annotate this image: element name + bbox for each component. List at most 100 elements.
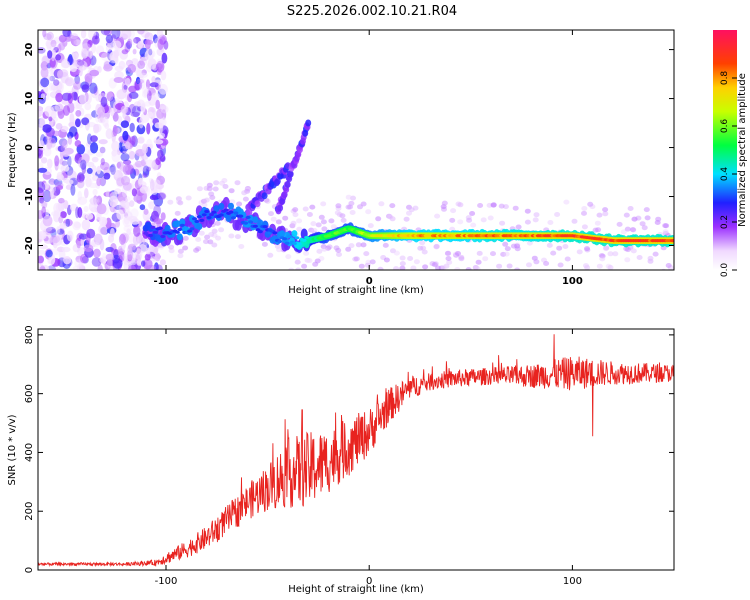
halo-blob bbox=[203, 239, 209, 245]
noise-blob bbox=[127, 63, 137, 74]
noise-blob bbox=[83, 206, 89, 212]
ridge-mid bbox=[213, 205, 220, 213]
noise-blob bbox=[40, 157, 48, 164]
ridge-core bbox=[243, 221, 249, 225]
noise-blob bbox=[84, 188, 89, 199]
noise-blob bbox=[81, 84, 90, 93]
noise-blob bbox=[44, 209, 50, 217]
noise-blob bbox=[126, 228, 131, 236]
halo-blob bbox=[652, 251, 659, 257]
halo-blob bbox=[623, 212, 630, 218]
snr-x-label: Height of straight line (km) bbox=[288, 584, 424, 595]
ridge-core bbox=[228, 210, 234, 214]
noise-blob bbox=[137, 41, 144, 49]
noise-blob bbox=[87, 133, 92, 145]
halo-blob bbox=[328, 218, 335, 224]
halo-blob bbox=[339, 213, 346, 219]
noise-blob bbox=[110, 107, 115, 117]
noise-blob bbox=[48, 56, 58, 69]
halo-blob bbox=[655, 216, 662, 222]
ridge-core bbox=[294, 236, 300, 240]
ridge-mid bbox=[196, 223, 203, 230]
halo-blob bbox=[526, 262, 532, 268]
noise-blob bbox=[39, 197, 45, 204]
noise-blob bbox=[123, 84, 128, 90]
noise-blob bbox=[156, 192, 166, 200]
noise-blob bbox=[161, 52, 168, 64]
halo-blob bbox=[167, 199, 174, 205]
halo-blob bbox=[330, 224, 337, 230]
colorbar-tick-label: 0.0 bbox=[720, 263, 730, 278]
halo-blob bbox=[348, 243, 355, 249]
noise-blob bbox=[157, 149, 164, 159]
halo-blob bbox=[363, 251, 370, 257]
noise-blob bbox=[109, 60, 116, 67]
noise-blob bbox=[83, 244, 94, 252]
noise-blob bbox=[96, 195, 103, 206]
halo-blob bbox=[641, 225, 648, 231]
noise-blob bbox=[92, 175, 99, 182]
halo-blob bbox=[215, 235, 222, 241]
noise-blob bbox=[147, 58, 157, 70]
spectrogram-x-label: Height of straight line (km) bbox=[288, 285, 424, 296]
noise-blob bbox=[80, 48, 89, 59]
noise-blob bbox=[123, 224, 133, 232]
halo-blob bbox=[367, 223, 374, 229]
noise-blob bbox=[74, 221, 81, 229]
halo-blob bbox=[616, 221, 623, 227]
spectrogram-frame bbox=[37, 29, 675, 271]
noise-blob bbox=[54, 103, 64, 112]
noise-blob bbox=[156, 172, 162, 180]
ridge-core bbox=[179, 223, 185, 227]
noise-blob bbox=[112, 112, 119, 122]
noise-blob bbox=[137, 136, 145, 144]
ridge-core bbox=[211, 210, 217, 214]
noise-blob bbox=[65, 77, 75, 87]
halo-blob bbox=[193, 247, 200, 253]
halo-blob bbox=[211, 228, 218, 234]
ridge-mid bbox=[218, 202, 225, 210]
noise-blob bbox=[118, 233, 126, 245]
noise-blob bbox=[76, 172, 85, 183]
ridge-mid bbox=[164, 224, 171, 232]
noise-blob bbox=[49, 179, 60, 185]
noise-blob bbox=[131, 58, 139, 65]
noise-blob bbox=[58, 34, 67, 43]
noise-blob bbox=[50, 49, 57, 59]
ridge-core bbox=[189, 227, 195, 231]
noise-blob bbox=[151, 76, 156, 83]
noise-blob bbox=[158, 132, 166, 138]
halo-blob bbox=[581, 210, 587, 216]
halo-blob bbox=[662, 229, 669, 235]
y-tick-label: 0 bbox=[24, 144, 35, 151]
halo-blob bbox=[399, 255, 406, 261]
ridge-core bbox=[194, 219, 200, 224]
noise-blob bbox=[121, 49, 129, 55]
noise-blob bbox=[105, 91, 114, 102]
halo-blob bbox=[360, 242, 367, 248]
noise-blob bbox=[67, 136, 73, 145]
noise-blob bbox=[81, 153, 90, 164]
noise-blob bbox=[129, 200, 135, 208]
halo-blob bbox=[357, 204, 363, 210]
halo-blob bbox=[506, 263, 513, 269]
halo-blob bbox=[455, 251, 461, 256]
ridge-core bbox=[291, 242, 297, 246]
halo-blob bbox=[466, 217, 473, 223]
halo-blob bbox=[294, 259, 301, 265]
noise-blob bbox=[92, 188, 98, 196]
noise-blob bbox=[114, 188, 122, 195]
noise-blob bbox=[56, 174, 65, 181]
halo-blob bbox=[207, 239, 214, 245]
noise-blob bbox=[89, 82, 98, 94]
noise-blob bbox=[77, 207, 83, 218]
halo-blob bbox=[504, 246, 511, 252]
noise-blob bbox=[124, 206, 131, 214]
halo-blob bbox=[469, 211, 476, 216]
halo-blob bbox=[389, 203, 396, 209]
noise-blob bbox=[110, 248, 120, 256]
y-tick-label: -10 bbox=[24, 187, 35, 205]
noise-blob bbox=[105, 246, 114, 253]
noise-blob bbox=[55, 92, 63, 103]
halo-blob bbox=[198, 230, 205, 236]
